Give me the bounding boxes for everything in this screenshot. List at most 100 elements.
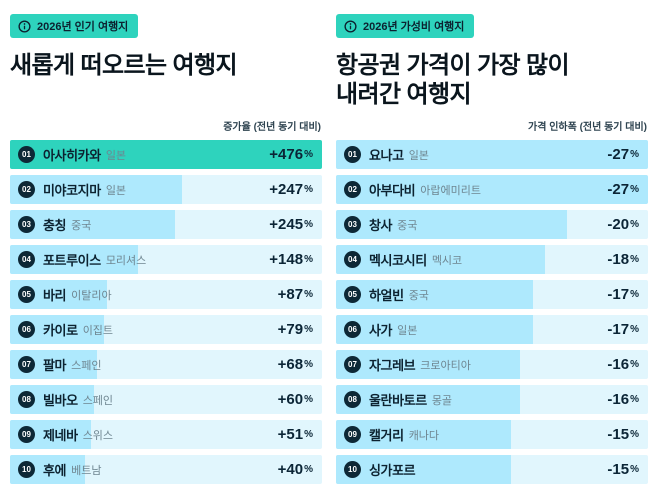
percent-sign: % <box>630 149 639 160</box>
value-bar <box>336 245 546 274</box>
list-item: 01 요나고 일본 -27% <box>336 140 648 169</box>
value-label: -20% <box>607 216 639 233</box>
list-item: 10 싱가포르 -15% <box>336 455 648 484</box>
value-bar <box>336 385 521 414</box>
value-label: +245% <box>269 216 313 233</box>
percent-sign: % <box>630 464 639 475</box>
percent-sign: % <box>630 219 639 230</box>
list-item-content: 07 자그레브 크로아티아 -16% <box>336 350 648 379</box>
value-number: -15 <box>607 461 630 478</box>
destination-name: 요나고 <box>369 148 404 163</box>
list-item-content: 03 충칭 중국 +245% <box>10 210 322 239</box>
country-label: 중국 <box>71 219 92 232</box>
list-item-content: 07 팔마 스페인 +68% <box>10 350 322 379</box>
destination-name: 미야코지마 <box>43 183 101 198</box>
category-badge: 2026년 인기 여행지 <box>10 14 139 38</box>
value-number: +51 <box>277 426 304 443</box>
destination-name: 제네바 <box>43 428 78 443</box>
value-label: -27% <box>607 146 639 163</box>
list-item: 06 사가 일본 -17% <box>336 315 648 344</box>
list-item: 05 하얼빈 중국 -17% <box>336 280 648 309</box>
rank-badge: 01 <box>344 146 361 163</box>
list-item-content: 06 사가 일본 -17% <box>336 315 648 344</box>
list-item: 09 제네바 스위스 +51% <box>10 420 322 449</box>
metric-label: 가격 인하폭 (전년 동기 대비) <box>528 122 647 133</box>
list-item: 08 빌바오 스페인 +60% <box>10 385 322 414</box>
country-label: 스페인 <box>71 359 102 372</box>
value-bar <box>10 140 322 169</box>
destination-name: 창사 <box>369 218 393 233</box>
value-label: +79% <box>278 321 313 338</box>
percent-sign: % <box>630 324 639 335</box>
value-number: +247 <box>269 181 304 198</box>
destination-name: 빌바오 <box>43 393 78 408</box>
percent-sign: % <box>304 464 313 475</box>
country-label: 중국 <box>408 289 429 302</box>
list-item-content: 09 캘거리 캐나다 -15% <box>336 420 648 449</box>
country-label: 몽골 <box>431 394 453 407</box>
rank-badge: 05 <box>18 286 35 303</box>
country-label: 일본 <box>408 149 429 162</box>
value-number: -15 <box>607 426 630 443</box>
percent-sign: % <box>630 429 639 440</box>
list-item: 01 아사히카와 일본 +476% <box>10 140 322 169</box>
value-number: -20 <box>607 216 630 233</box>
value-bar <box>336 210 567 239</box>
info-icon <box>344 19 357 33</box>
list-item: 04 포트루이스 모리셔스 +148% <box>10 245 322 274</box>
value-number: +79 <box>277 321 304 338</box>
value-number: +148 <box>269 251 304 268</box>
percent-sign: % <box>630 289 639 300</box>
value-number: -18 <box>607 251 630 268</box>
value-label: +476% <box>269 146 313 163</box>
country-label: 일본 <box>397 324 418 337</box>
ranking-list: 01 아사히카와 일본 +476% 02 미야코지마 일본 +247% 03 충… <box>10 140 322 484</box>
percent-sign: % <box>304 324 313 335</box>
list-item: 03 창사 중국 -20% <box>336 210 648 239</box>
panel-header: 2026년 인기 여행지 새롭게 떠오르는 여행지 <box>10 14 322 118</box>
rank-badge: 09 <box>344 426 361 443</box>
value-number: -16 <box>607 391 630 408</box>
list-item-content: 04 멕시코시티 멕시코 -18% <box>336 245 648 274</box>
list-item-content: 04 포트루이스 모리셔스 +148% <box>10 245 322 274</box>
value-bar <box>336 140 648 169</box>
list-item: 05 바리 이탈리아 +87% <box>10 280 322 309</box>
list-item-content: 08 울란바토르 몽골 -16% <box>336 385 648 414</box>
destination-name: 바리 <box>43 288 67 303</box>
value-label: +148% <box>269 251 313 268</box>
value-bar <box>336 455 511 484</box>
country-label: 스위스 <box>82 429 114 442</box>
list-item-content: 03 창사 중국 -20% <box>336 210 648 239</box>
value-number: -27 <box>607 181 630 198</box>
list-item-content: 05 바리 이탈리아 +87% <box>10 280 322 309</box>
value-bar <box>336 280 533 309</box>
destination-name: 하얼빈 <box>369 288 404 303</box>
value-label: -17% <box>607 321 639 338</box>
country-label: 아랍에미리트 <box>420 184 481 197</box>
rank-badge: 08 <box>344 391 361 408</box>
country-label: 캐나다 <box>408 429 440 442</box>
list-item-content: 05 하얼빈 중국 -17% <box>336 280 648 309</box>
panel-title-line: 항공권 가격이 가장 많이 <box>336 52 570 79</box>
list-item: 07 팔마 스페인 +68% <box>10 350 322 379</box>
ranking-list: 01 요나고 일본 -27% 02 아부다비 아랍에미리트 -27% 03 창사… <box>336 140 648 484</box>
value-number: +40 <box>277 461 304 478</box>
rank-badge: 07 <box>18 356 35 373</box>
value-label: -16% <box>607 356 639 373</box>
list-item-content: 06 카이로 이집트 +79% <box>10 315 322 344</box>
percent-sign: % <box>304 149 313 160</box>
value-number: +245 <box>269 216 304 233</box>
list-item: 10 후에 베트남 +40% <box>10 455 322 484</box>
rank-badge: 04 <box>18 251 35 268</box>
category-badge: 2026년 가성비 여행지 <box>336 14 475 38</box>
percent-sign: % <box>304 254 313 265</box>
percent-sign: % <box>630 394 639 405</box>
percent-sign: % <box>304 219 313 230</box>
destination-name: 사가 <box>369 323 393 338</box>
rank-badge: 02 <box>18 181 35 198</box>
percent-sign: % <box>630 254 639 265</box>
value-label: -17% <box>607 286 639 303</box>
rank-badge: 04 <box>344 251 361 268</box>
rank-badge: 05 <box>344 286 361 303</box>
